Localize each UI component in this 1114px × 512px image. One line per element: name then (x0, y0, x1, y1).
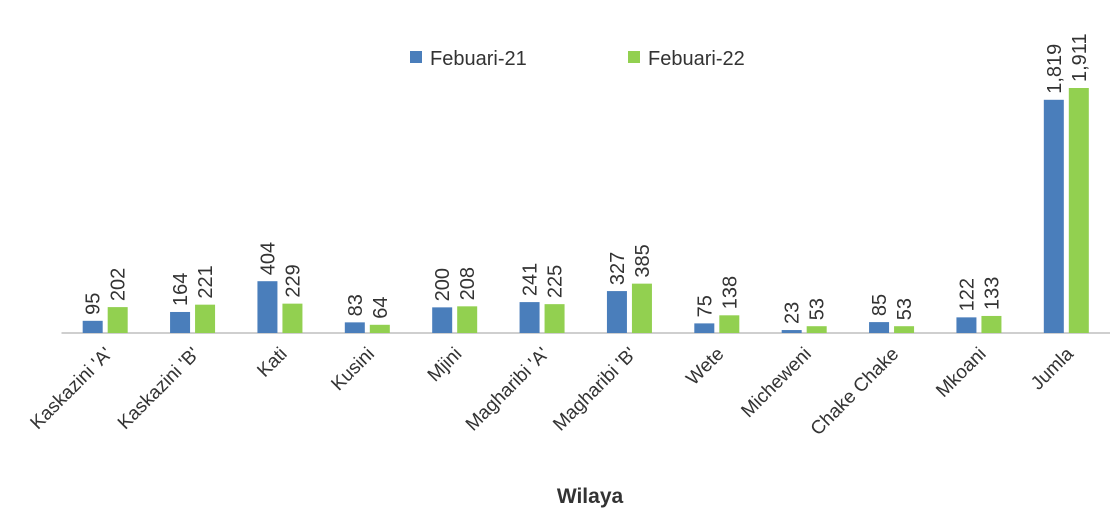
bar (344, 322, 365, 333)
data-label: 164 (170, 273, 192, 306)
bar (170, 311, 191, 333)
bar (544, 304, 565, 333)
bar (781, 330, 802, 333)
data-label: 385 (632, 244, 654, 277)
data-label: 53 (807, 298, 829, 320)
data-label: 83 (345, 294, 367, 316)
data-label: 225 (545, 265, 567, 298)
data-label: 122 (956, 278, 978, 311)
legend-swatch (410, 51, 422, 63)
bar (981, 315, 1002, 333)
bar (694, 323, 715, 333)
bar (195, 304, 216, 333)
data-label: 221 (195, 265, 217, 298)
x-tick-label: Magharibi 'B' (549, 344, 641, 436)
bar (519, 302, 540, 333)
bar (894, 326, 915, 333)
data-label: 23 (782, 302, 804, 324)
bar (282, 303, 303, 333)
bar (457, 306, 478, 333)
bar (432, 307, 453, 333)
data-label: 208 (457, 267, 479, 300)
x-tick-label: Wete (682, 344, 728, 390)
bar (956, 317, 977, 333)
bar (1068, 88, 1089, 333)
x-tick-label: Kati (253, 344, 291, 382)
data-label: 327 (607, 252, 629, 285)
bar (107, 307, 128, 333)
bar (806, 326, 827, 333)
x-tick-label: Magharibi 'A' (462, 344, 554, 436)
data-label: 241 (520, 263, 542, 296)
legend-label: Febuari-21 (430, 48, 527, 70)
data-label: 202 (108, 268, 130, 301)
x-tick-label: Micheweni (737, 344, 815, 422)
data-label: 95 (83, 293, 105, 315)
data-label: 229 (282, 264, 304, 297)
x-tick-label: Jumla (1027, 343, 1078, 394)
data-label: 85 (869, 294, 891, 316)
data-label: 75 (694, 295, 716, 317)
bar (606, 291, 627, 333)
data-label: 133 (981, 277, 1003, 310)
x-tick-label: Kaskazini 'A' (27, 344, 117, 434)
x-tick-label: Mjini (424, 344, 466, 386)
x-tick-label: Chake Chake (807, 344, 903, 440)
x-axis-title: Wilaya (557, 485, 624, 508)
bar (257, 281, 278, 333)
x-tick-label: Kusini (327, 344, 378, 395)
legend-swatch (628, 51, 640, 63)
data-label: 138 (719, 276, 741, 309)
x-tick-label: Mkoani (932, 344, 990, 402)
data-label: 64 (370, 297, 392, 319)
bar (82, 320, 103, 333)
data-label: 1,911 (1069, 33, 1091, 82)
data-label: 1,819 (1044, 44, 1066, 94)
x-tick-label: Kaskazini 'B' (114, 344, 204, 434)
bar (719, 315, 740, 333)
legend-label: Febuari-22 (648, 48, 745, 70)
data-label: 53 (894, 298, 916, 320)
bar (631, 283, 652, 333)
bar (369, 324, 390, 333)
data-label: 404 (257, 242, 279, 275)
bar (869, 322, 890, 333)
data-label: 200 (432, 268, 454, 301)
bar (1043, 99, 1064, 334)
